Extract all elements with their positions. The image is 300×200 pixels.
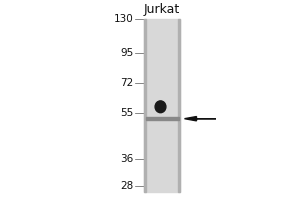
- Bar: [144, 19, 180, 192]
- Bar: [144, 19, 146, 192]
- Ellipse shape: [155, 101, 166, 113]
- Text: 130: 130: [114, 14, 134, 24]
- Text: 72: 72: [120, 78, 134, 88]
- Text: 55: 55: [120, 108, 134, 118]
- FancyArrow shape: [184, 117, 216, 121]
- Bar: [146, 117, 178, 120]
- Bar: [178, 19, 180, 192]
- Text: 95: 95: [120, 48, 134, 58]
- Text: 28: 28: [120, 181, 134, 191]
- Text: 36: 36: [120, 154, 134, 164]
- Text: Jurkat: Jurkat: [144, 3, 180, 16]
